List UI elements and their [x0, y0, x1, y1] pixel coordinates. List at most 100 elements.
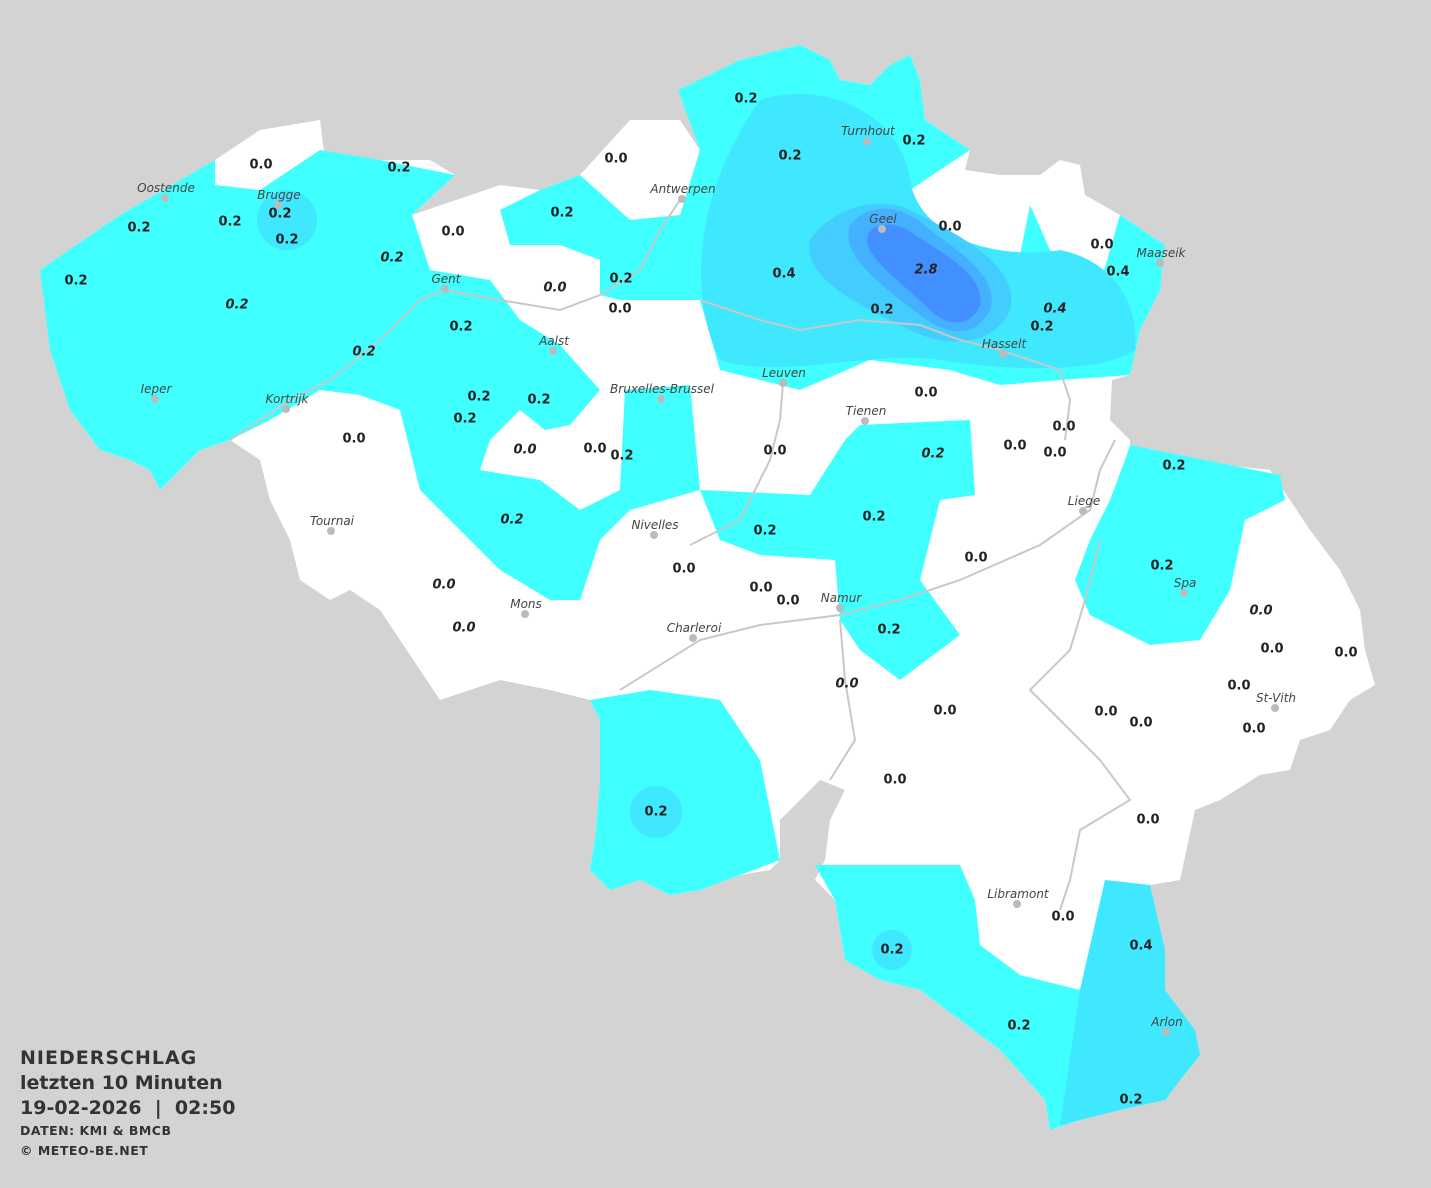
- river-dyle: [689, 382, 784, 546]
- station-value: 0.2: [609, 272, 632, 287]
- station-value: 0.4: [772, 267, 795, 282]
- city-label: Aalst: [538, 334, 570, 348]
- station-value: 0.0: [914, 386, 937, 401]
- station-value: 0.2: [610, 449, 633, 464]
- station-value: 0.0: [432, 578, 455, 593]
- city-label: Tienen: [846, 404, 887, 418]
- legend-period: letzten 10 Minuten: [20, 1072, 223, 1094]
- city-dot: [779, 379, 787, 387]
- legend-title: NIEDERSCHLAG: [20, 1047, 198, 1069]
- station-value: 0.2: [753, 524, 776, 539]
- station-value: 0.0: [1043, 446, 1066, 461]
- station-value: 0.2: [268, 207, 291, 222]
- precip-spot: [630, 786, 682, 838]
- station-value: 0.0: [1129, 716, 1152, 731]
- city-dot: [650, 531, 658, 539]
- station-value: 0.2: [453, 412, 476, 427]
- city-label: Antwerpen: [649, 182, 715, 196]
- precipitation-areas: [40, 45, 1285, 1130]
- station-value: 0.2: [352, 345, 375, 360]
- city-dot: [1079, 507, 1087, 515]
- station-value: 0.0: [776, 594, 799, 609]
- station-value: 0.2: [877, 623, 900, 638]
- station-value: 0.2: [921, 447, 944, 462]
- precip-area-southwest: [590, 690, 780, 895]
- city-dot: [549, 347, 557, 355]
- city-label: Libramont: [987, 887, 1050, 901]
- city-dot: [327, 527, 335, 535]
- station-value: 0.0: [1090, 238, 1113, 253]
- city-dot: [282, 405, 290, 413]
- station-value: 0.0: [583, 442, 606, 457]
- station-value: 0.0: [608, 302, 631, 317]
- station-value: 0.0: [1227, 679, 1250, 694]
- city-dot: [1013, 900, 1021, 908]
- city-label: Brugge: [257, 188, 300, 202]
- station-value: 0.2: [902, 134, 925, 149]
- city-label: St-Vith: [1256, 691, 1296, 705]
- station-value: 0.0: [1136, 813, 1159, 828]
- station-value: 0.0: [342, 432, 365, 447]
- legend: NIEDERSCHLAG letzten 10 Minuten 19-02-20…: [20, 1046, 235, 1161]
- station-value: 0.2: [527, 393, 550, 408]
- city-dot: [1271, 704, 1279, 712]
- city-label: Maaseik: [1137, 246, 1187, 260]
- legend-source: DATEN: KMI & BMCB: [20, 1123, 172, 1138]
- city-label: Liege: [1068, 494, 1100, 508]
- station-value: 0.0: [835, 677, 858, 692]
- legend-datetime: 19-02-2026 | 02:50: [20, 1097, 236, 1119]
- station-value: 0.2: [778, 149, 801, 164]
- station-value: 0.0: [883, 773, 906, 788]
- precip-area-west: [40, 150, 700, 600]
- city-label: Namur: [821, 591, 863, 605]
- city-label: Ieper: [141, 382, 173, 396]
- city-dot: [441, 285, 449, 293]
- city-dot: [1180, 589, 1188, 597]
- city-label: Bruxelles-Brussel: [610, 382, 715, 396]
- station-value: 2.8: [914, 263, 937, 278]
- city-dot: [689, 634, 697, 642]
- station-value: 0.4: [1043, 302, 1066, 317]
- station-value: 0.2: [275, 233, 298, 248]
- station-value: 0.0: [1242, 722, 1265, 737]
- city-dot: [861, 417, 869, 425]
- station-value: 0.4: [1129, 939, 1152, 954]
- precip-spot: [872, 930, 912, 970]
- station-value: 0.0: [1052, 420, 1075, 435]
- city-dot: [1156, 259, 1164, 267]
- station-values: 0.0 0.2 0.2 0.2 0.2 0.2 0.2 0.2 0.2 0.0 0.0 0.2 0.2 0…: [64, 92, 1357, 1108]
- city-label: Mons: [510, 597, 542, 611]
- station-value: 0.0: [249, 158, 272, 173]
- station-value: 0.2: [1119, 1093, 1142, 1108]
- station-value: 0.2: [225, 298, 248, 313]
- river-albert-canal: [699, 299, 1072, 441]
- precip-area-central: [700, 420, 975, 680]
- city-label: Charleroi: [667, 621, 722, 635]
- city-label: Hasselt: [982, 337, 1028, 351]
- station-value: 0.0: [1003, 439, 1026, 454]
- city-dot: [521, 610, 529, 618]
- city-label: Gent: [432, 272, 462, 286]
- station-value: 0.2: [1007, 1019, 1030, 1034]
- city-dot: [878, 225, 886, 233]
- station-value: 0.2: [880, 943, 903, 958]
- station-value: 0.0: [1260, 642, 1283, 657]
- river-schelde: [229, 199, 681, 441]
- station-value: 0.0: [543, 281, 566, 296]
- precip-area-spa: [1075, 445, 1285, 645]
- station-value: 0.2: [734, 92, 757, 107]
- station-value: 0.0: [672, 562, 695, 577]
- station-value: 0.0: [933, 704, 956, 719]
- river-meuse-south: [829, 619, 857, 781]
- station-value: 0.2: [380, 251, 403, 266]
- city-dot: [999, 350, 1007, 358]
- city-label: Spa: [1174, 576, 1197, 590]
- station-value: 0.0: [763, 444, 786, 459]
- city-dot: [836, 604, 844, 612]
- city-label: Arlon: [1150, 1015, 1182, 1029]
- rivers: [229, 199, 1132, 911]
- station-value: 0.2: [862, 510, 885, 525]
- city-label: Leuven: [762, 366, 806, 380]
